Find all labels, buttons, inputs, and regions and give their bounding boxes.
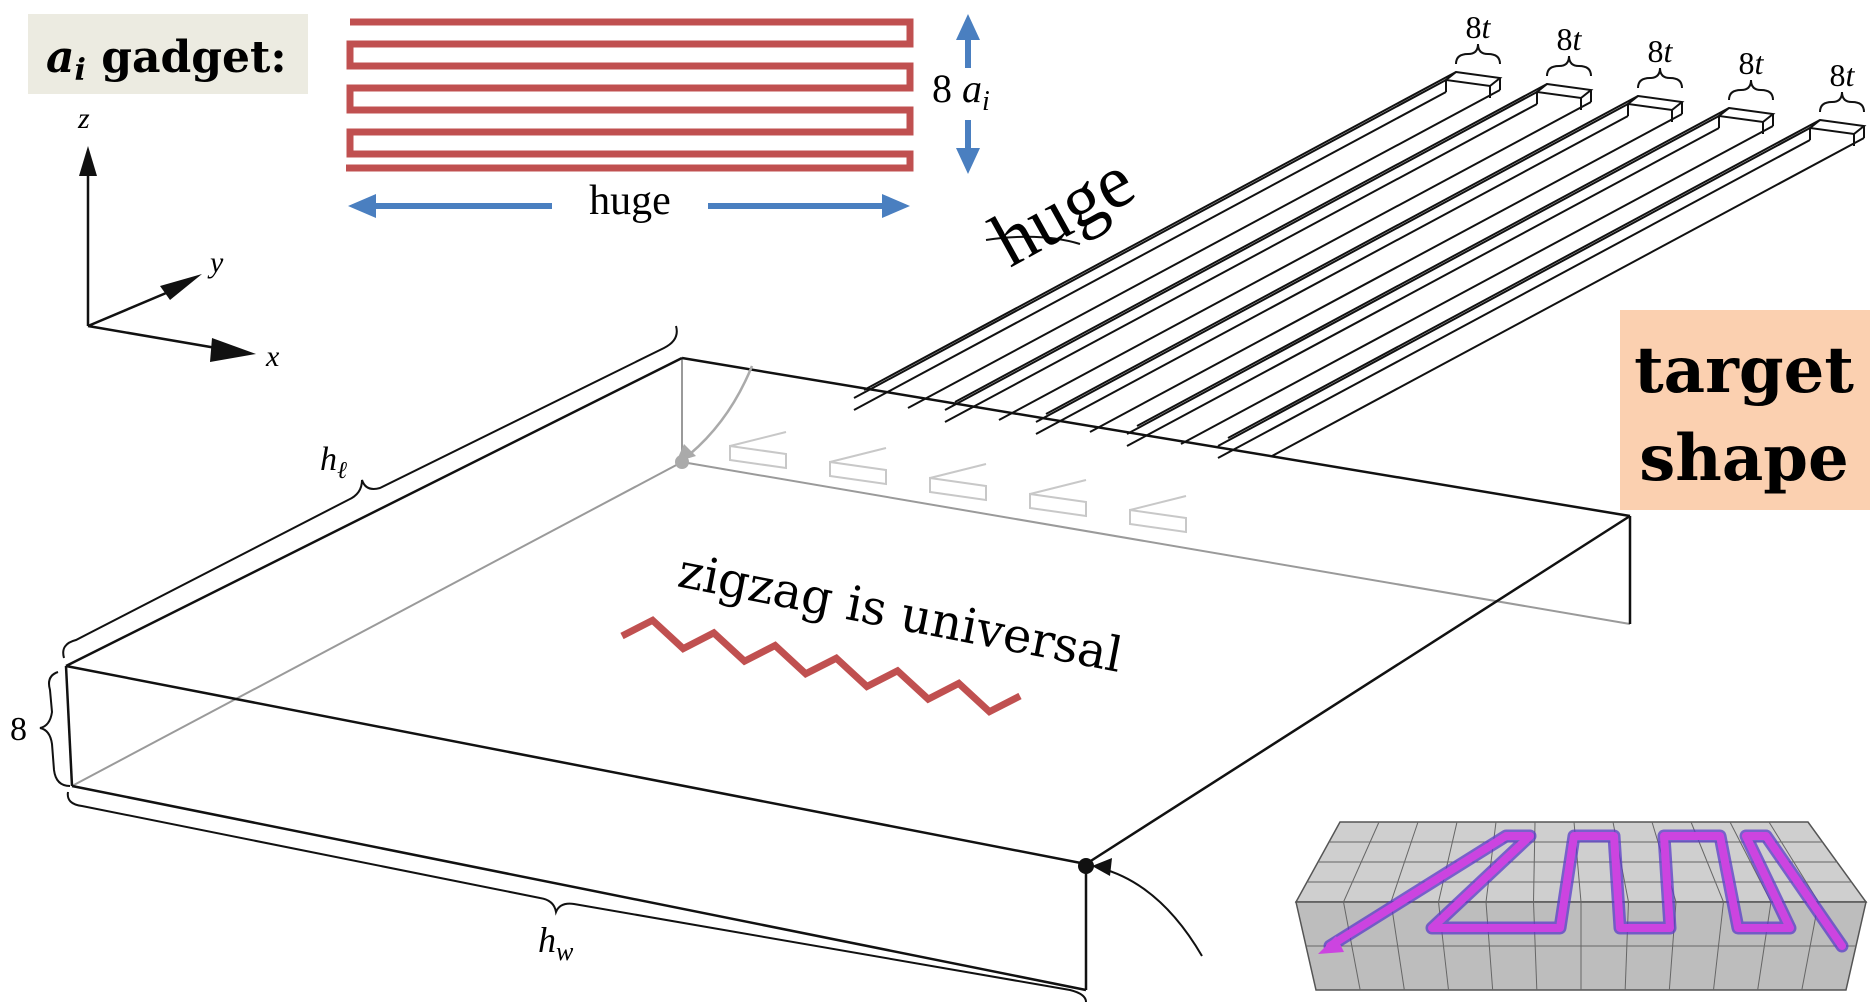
strip-width-label: 8t [1830, 57, 1856, 93]
strip-width-brace [1637, 67, 1683, 89]
gadget-width-arrow [348, 194, 910, 218]
strip-width-brace [1819, 91, 1865, 113]
strip [1126, 106, 1776, 447]
strip-length-brace [985, 235, 1081, 245]
axis-z-label: z [77, 102, 90, 135]
strip-width-brace [1546, 55, 1592, 77]
axis-x-label: x [265, 340, 280, 373]
strips [853, 70, 1867, 459]
gadget-label: ai gadget: [46, 32, 287, 88]
gadget-label-box: ai gadget: [28, 14, 308, 94]
strip-width-labels: 8t 8t 8t 8t 8t [1455, 9, 1865, 113]
strip-width-label: 8t [1648, 33, 1674, 69]
zigzag-line [620, 616, 1022, 716]
strip-ghosts [729, 431, 1187, 534]
box-length-brace [62, 325, 678, 659]
target-shape-background [1620, 310, 1870, 510]
strip-width-brace [1728, 79, 1774, 101]
front-corner-dot [1078, 858, 1094, 874]
front-corner-arrow [1099, 867, 1203, 957]
axis-y-label: y [207, 246, 224, 279]
gadget-height-label: 8 ai [932, 66, 990, 117]
strip [1035, 94, 1685, 435]
strip-length-label: huge [978, 138, 1148, 283]
strip-width-label: 8t [1466, 9, 1492, 45]
mini-tube [1326, 832, 1846, 950]
target-shape-box: target shape [1620, 310, 1870, 510]
target-shape-render [1294, 821, 1868, 991]
strip-width-label: 8t [1739, 45, 1765, 81]
strip-ghost [929, 463, 987, 502]
strip-ghost [1029, 479, 1087, 518]
box-width-brace [66, 791, 1087, 1003]
gadget-serpentine [346, 18, 914, 172]
strip [853, 70, 1503, 411]
box-height-label: 8 [10, 711, 27, 748]
back-corner-dot [675, 455, 689, 469]
strip-ghost [1129, 495, 1187, 534]
gadget-label-background [28, 14, 308, 94]
strip-ghost [729, 431, 787, 470]
strip-width-brace [1455, 43, 1501, 65]
box-length-label: hℓ [320, 441, 347, 484]
mini-tube-arrowhead [1318, 936, 1344, 954]
big-box [64, 356, 1632, 992]
strip-ghost [829, 447, 887, 486]
strip [1217, 118, 1867, 459]
strip [944, 82, 1594, 423]
box-width-label: hw [538, 920, 574, 966]
target-shape-label-line1: target [1634, 333, 1854, 408]
back-corner-arrow [689, 365, 754, 455]
gadget-height-arrow [956, 14, 980, 174]
front-corner-arrow-head [1092, 858, 1112, 876]
box-height-brace [39, 671, 71, 787]
target-shape-label-line2: shape [1639, 421, 1849, 496]
strip-width-label: 8t [1557, 21, 1583, 57]
coordinate-axes [79, 146, 256, 362]
gadget-width-label: huge [589, 178, 671, 224]
